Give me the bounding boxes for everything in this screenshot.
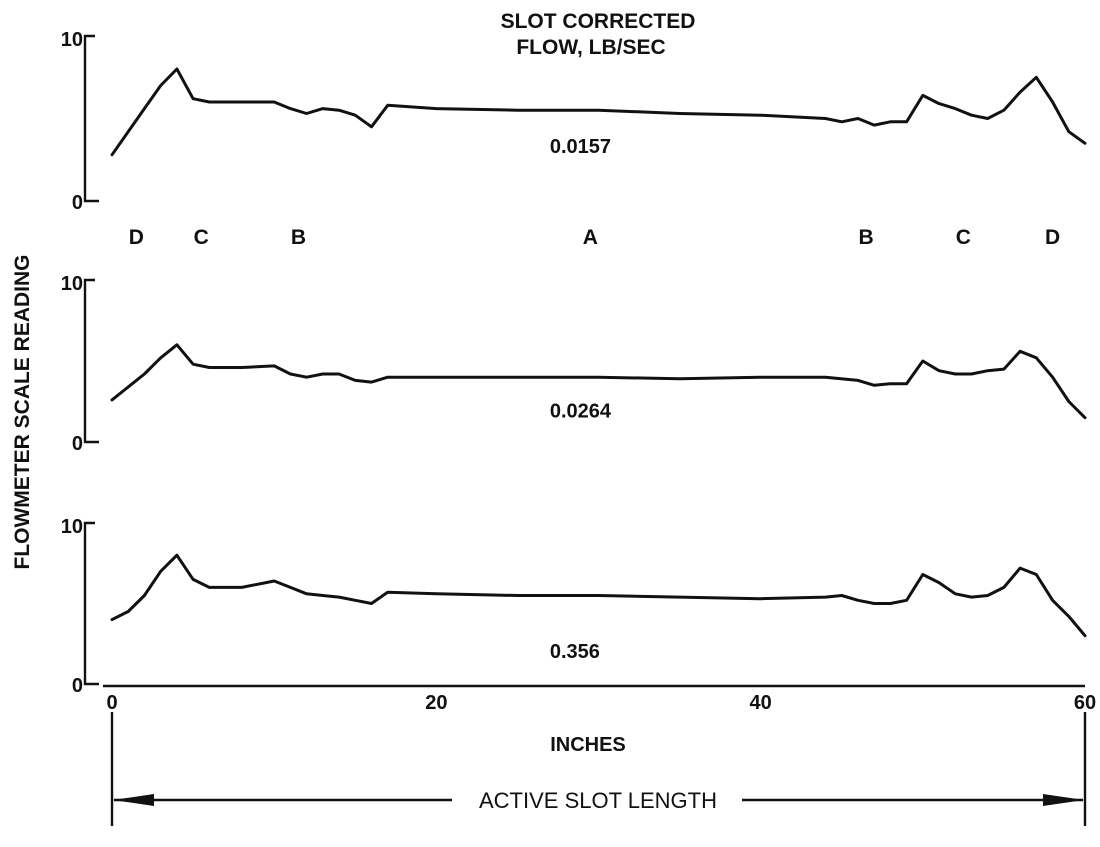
x-axis: 0 20 40 60	[103, 684, 1096, 714]
zone-label-c: C	[956, 226, 971, 249]
y-tick-label: 0	[72, 433, 83, 455]
y-axis-panel-1	[83, 34, 99, 203]
panel-3: 10 0 0.356	[61, 516, 1087, 697]
zone-label-d: D	[1045, 226, 1060, 249]
series-label-2: 0.0264	[550, 401, 612, 423]
zone-label-b: B	[291, 226, 306, 249]
zone-label-b: B	[858, 226, 873, 249]
panel-1: 10 0 0.0157	[61, 29, 1087, 214]
y-tick-label: 0	[72, 192, 83, 214]
series-line-1	[110, 67, 1087, 157]
y-axis-panel-2	[83, 278, 99, 444]
series-line-2	[110, 343, 1087, 420]
y-tick-label: 10	[61, 273, 83, 295]
active-slot-length-dimension: ACTIVE SLOT LENGTH	[110, 712, 1087, 826]
series-line-3	[110, 553, 1087, 638]
dimension-arrow-right	[1043, 794, 1084, 806]
chart-title-line-2: FLOW, LB/SEC	[516, 36, 665, 59]
y-axis-panel-3	[83, 521, 99, 686]
y-tick-label: 0	[72, 675, 83, 697]
chart-title: SLOT CORRECTED FLOW, LB/SEC	[501, 10, 696, 59]
series-label-3: 0.356	[550, 641, 600, 663]
x-tick-label: 60	[1074, 692, 1096, 714]
x-tick-label: 20	[425, 692, 447, 714]
x-tick-label: 40	[750, 692, 772, 714]
zone-label-d: D	[129, 226, 144, 249]
y-tick-label: 10	[61, 29, 83, 51]
series-label-1: 0.0157	[550, 136, 611, 158]
y-tick-label: 10	[61, 516, 83, 538]
panel-2: 10 0 0.0264	[61, 273, 1087, 455]
x-tick-label: 0	[106, 692, 117, 714]
y-axis-label: FLOWMETER SCALE READING	[11, 255, 34, 570]
chart-title-line-1: SLOT CORRECTED	[501, 10, 696, 33]
plot-panels: 10 0 0.0157 10 0 0.0264 10 0 0.356	[61, 29, 1087, 697]
x-axis-label: INCHES	[550, 734, 626, 756]
zone-label-a: A	[583, 226, 598, 249]
dimension-arrow-left	[113, 794, 154, 806]
zone-label-c: C	[194, 226, 209, 249]
active-slot-length-label: ACTIVE SLOT LENGTH	[479, 788, 717, 813]
